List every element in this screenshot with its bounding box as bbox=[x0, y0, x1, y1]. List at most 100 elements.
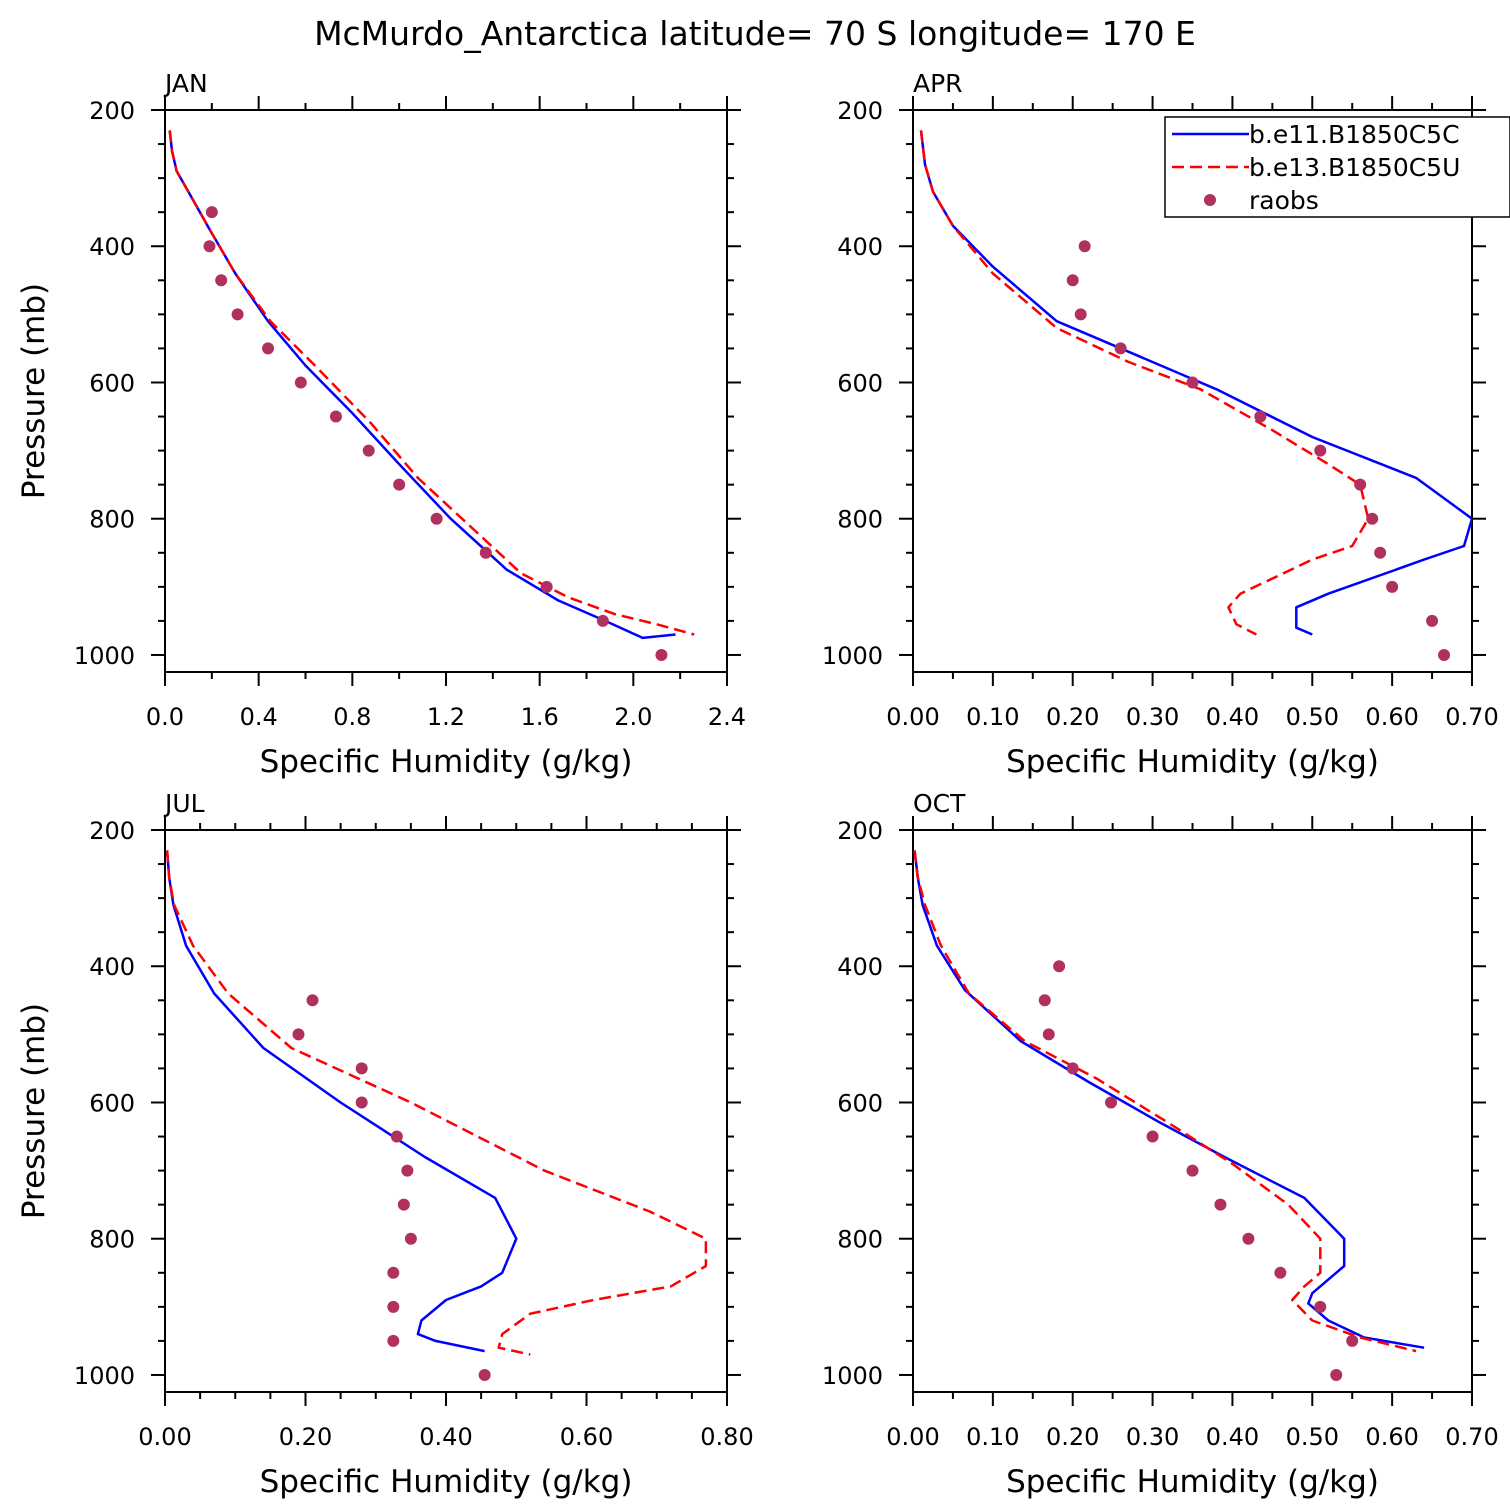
raobs-point bbox=[262, 342, 275, 355]
x-tick-label: 0.20 bbox=[279, 1423, 332, 1451]
raobs-point bbox=[306, 994, 319, 1007]
x-tick-label: 0.0 bbox=[146, 703, 184, 731]
raobs-point bbox=[292, 1028, 305, 1041]
x-tick-label: 0.40 bbox=[1206, 703, 1259, 731]
x-axis-label: Specific Humidity (g/kg) bbox=[1006, 744, 1379, 780]
raobs-point bbox=[355, 1096, 368, 1109]
raobs-point bbox=[478, 1368, 491, 1381]
legend: b.e11.B1850C5C b.e13.B1850C5U raobs bbox=[1164, 116, 1510, 218]
raobs-point bbox=[655, 648, 668, 661]
y-axis-label: Pressure (mb) bbox=[16, 1003, 52, 1219]
raobs-point bbox=[430, 512, 443, 525]
series-line-b-e13 bbox=[913, 850, 1417, 1353]
series-line-b-e13 bbox=[168, 130, 695, 636]
plot-frame-oct bbox=[912, 829, 1473, 1393]
raobs-point bbox=[1426, 614, 1439, 627]
raobs-point bbox=[1038, 994, 1051, 1007]
raobs-point bbox=[540, 580, 553, 593]
plot-frame-jan bbox=[164, 109, 728, 673]
series-line-b-e13 bbox=[919, 130, 1370, 636]
panel-label-jan: JAN bbox=[163, 69, 208, 98]
series-group-oct bbox=[913, 850, 1425, 1381]
x-tick-label: 0.70 bbox=[1445, 703, 1498, 731]
raobs-point bbox=[1214, 1198, 1227, 1211]
legend-label: raobs bbox=[1249, 186, 1319, 215]
panel-jan: JAN 0.0 0.4 0.8 1.2 1.6 2.0 2.4 200 400 600 800 1000… bbox=[16, 69, 746, 780]
y-tick-label: 800 bbox=[89, 506, 135, 534]
raobs-point bbox=[1346, 1334, 1359, 1347]
x-tick-label: 0.00 bbox=[138, 1423, 191, 1451]
raobs-point bbox=[355, 1062, 368, 1075]
raobs-point bbox=[1042, 1028, 1055, 1041]
series-line-b-e11 bbox=[165, 850, 518, 1353]
legend-label: b.e13.B1850C5U bbox=[1249, 153, 1460, 182]
x-axis-label: Specific Humidity (g/kg) bbox=[260, 744, 633, 780]
legend-label: b.e11.B1850C5C bbox=[1249, 120, 1460, 149]
panel-label-oct: OCT bbox=[913, 789, 966, 818]
raobs-point bbox=[1374, 546, 1387, 559]
y-tick-label: 400 bbox=[89, 233, 135, 261]
series-group-apr bbox=[919, 130, 1472, 661]
raobs-point bbox=[1354, 478, 1367, 491]
raobs-point bbox=[1066, 1062, 1079, 1075]
raobs-point bbox=[1146, 1130, 1159, 1143]
panel-label-jul: JUL bbox=[163, 789, 205, 818]
x-tick-label: 0.60 bbox=[560, 1423, 613, 1451]
raobs-point bbox=[1386, 580, 1399, 593]
x-tick-label: 0.80 bbox=[700, 1423, 753, 1451]
raobs-point bbox=[1186, 376, 1199, 389]
raobs-point bbox=[362, 444, 375, 457]
x-tick-label: 0.70 bbox=[1445, 1423, 1498, 1451]
y-tick-label: 800 bbox=[837, 506, 883, 534]
x-tick-label: 0.10 bbox=[966, 1423, 1019, 1451]
y-tick-label: 400 bbox=[837, 953, 883, 981]
panel-oct: OCT 0.00 0.10 0.20 0.30 0.40 0.50 0.60 0.70 200 40… bbox=[822, 789, 1499, 1500]
panel-apr: APR 0.00 0.10 0.20 0.30 0.40 0.50 0.60 0.70 200 40… bbox=[822, 69, 1510, 780]
raobs-point bbox=[1242, 1232, 1255, 1245]
raobs-point bbox=[479, 546, 492, 559]
x-tick-label: 1.6 bbox=[521, 703, 559, 731]
x-tick-label: 2.4 bbox=[708, 703, 746, 731]
x-tick-label: 0.40 bbox=[1206, 1423, 1259, 1451]
raobs-point bbox=[1186, 1164, 1199, 1177]
x-tick-label: 0.50 bbox=[1286, 703, 1339, 731]
y-tick-label: 1000 bbox=[822, 1362, 883, 1390]
raobs-point bbox=[387, 1300, 400, 1313]
y-tick-label: 600 bbox=[89, 1089, 135, 1117]
raobs-point bbox=[387, 1334, 400, 1347]
raobs-point bbox=[596, 614, 609, 627]
raobs-point bbox=[1053, 960, 1066, 973]
raobs-point bbox=[1074, 308, 1087, 321]
raobs-point bbox=[387, 1266, 400, 1279]
y-tick-label: 200 bbox=[89, 97, 135, 125]
raobs-point bbox=[1078, 240, 1091, 253]
x-tick-label: 0.40 bbox=[419, 1423, 472, 1451]
y-tick-label: 800 bbox=[837, 1226, 883, 1254]
raobs-point bbox=[1314, 444, 1327, 457]
raobs-point bbox=[1366, 512, 1379, 525]
y-tick-label: 400 bbox=[89, 953, 135, 981]
x-tick-label: 2.0 bbox=[614, 703, 652, 731]
raobs-point bbox=[294, 376, 307, 389]
raobs-point bbox=[1105, 1096, 1118, 1109]
legend-marker-raobs bbox=[1204, 194, 1216, 206]
y-tick-label: 600 bbox=[837, 1089, 883, 1117]
raobs-point bbox=[329, 410, 342, 423]
x-tick-label: 0.10 bbox=[966, 703, 1019, 731]
raobs-point bbox=[1254, 410, 1267, 423]
x-tick-label: 0.60 bbox=[1365, 1423, 1418, 1451]
raobs-point bbox=[1438, 648, 1451, 661]
x-tick-label: 0.20 bbox=[1046, 703, 1099, 731]
y-tick-label: 800 bbox=[89, 1226, 135, 1254]
y-tick-label: 1000 bbox=[822, 642, 883, 670]
y-tick-label: 600 bbox=[837, 369, 883, 397]
raobs-point bbox=[404, 1232, 417, 1245]
x-tick-label: 0.00 bbox=[886, 703, 939, 731]
y-tick-label: 200 bbox=[837, 817, 883, 845]
series-group-jan bbox=[168, 130, 695, 661]
y-axis-label: Pressure (mb) bbox=[16, 283, 52, 499]
series-line-b-e11 bbox=[168, 130, 676, 640]
x-tick-label: 0.60 bbox=[1365, 703, 1418, 731]
raobs-point bbox=[1314, 1300, 1327, 1313]
